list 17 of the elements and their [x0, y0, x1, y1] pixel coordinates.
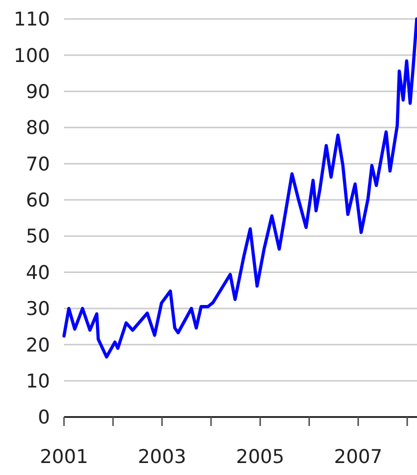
y-tick-label: 100	[14, 44, 50, 67]
y-tick-label: 90	[26, 81, 50, 104]
y-tick-label: 60	[26, 190, 50, 212]
x-tick-label: 2001	[40, 446, 88, 468]
y-tick-label: 80	[26, 117, 50, 140]
y-tick-label: 10	[26, 370, 50, 392]
y-tick-label: 110	[14, 8, 50, 31]
y-tick-label: 70	[26, 153, 50, 176]
line-series	[62, 17, 417, 359]
y-tick-label: 40	[26, 262, 50, 284]
y-tick-label: 20	[26, 334, 50, 356]
y-tick-label: 30	[26, 298, 50, 320]
x-tick-label: 2007	[334, 446, 382, 468]
x-tick-label: 2003	[138, 446, 186, 468]
y-tick-label: 50	[26, 226, 50, 248]
x-tick-label: 2005	[236, 446, 284, 468]
y-tick-label: 0	[38, 406, 50, 429]
